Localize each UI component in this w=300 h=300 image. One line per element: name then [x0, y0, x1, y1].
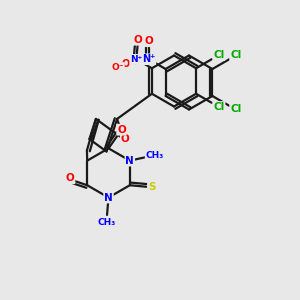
Text: Cl: Cl: [230, 104, 242, 115]
Text: N: N: [125, 156, 134, 166]
Text: O: O: [117, 125, 126, 135]
Text: O⁻: O⁻: [121, 59, 134, 69]
Text: O: O: [134, 35, 142, 45]
Text: Cl: Cl: [213, 50, 225, 60]
Text: N⁺: N⁺: [142, 54, 155, 64]
Text: O: O: [144, 36, 153, 46]
Text: CH₃: CH₃: [98, 218, 116, 227]
Text: CH₃: CH₃: [146, 151, 164, 160]
Text: Cl: Cl: [213, 102, 225, 112]
Text: N⁺: N⁺: [130, 55, 142, 64]
Text: O⁻: O⁻: [112, 63, 124, 72]
Text: S: S: [148, 182, 155, 192]
Text: O: O: [66, 173, 74, 183]
Text: Cl: Cl: [230, 50, 242, 61]
Text: O: O: [121, 134, 130, 144]
Text: N: N: [104, 193, 113, 202]
